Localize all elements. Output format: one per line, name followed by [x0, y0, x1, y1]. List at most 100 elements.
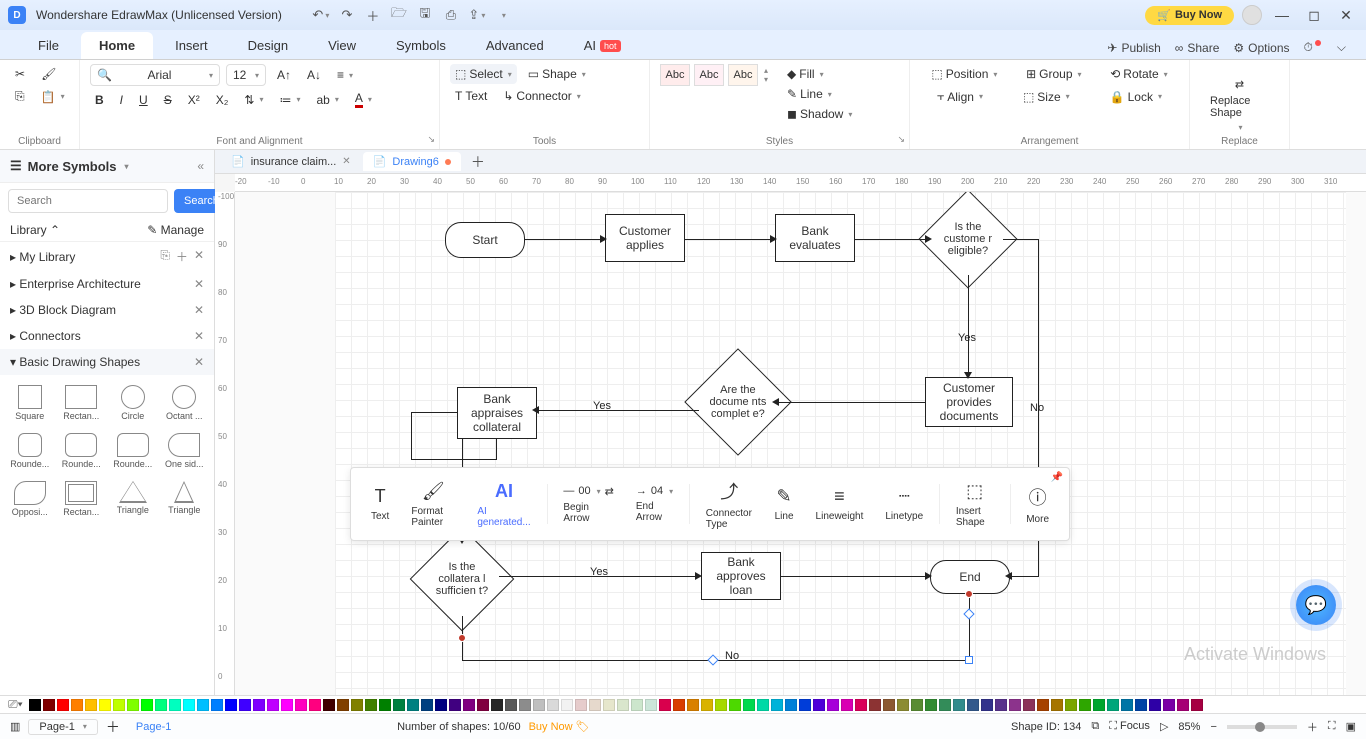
color-swatch[interactable]	[533, 699, 545, 711]
node-bank-evaluates[interactable]: Bank evaluates	[775, 214, 855, 262]
color-swatch[interactable]	[295, 699, 307, 711]
color-swatch[interactable]	[603, 699, 615, 711]
color-swatch[interactable]	[911, 699, 923, 711]
shape-rounded-2[interactable]: Rounde...	[58, 429, 106, 473]
cut-button[interactable]: ✂	[10, 64, 30, 84]
color-swatch[interactable]	[561, 699, 573, 711]
font-size-select[interactable]: 12▾	[226, 64, 266, 86]
selection-handle-icon[interactable]	[965, 590, 973, 598]
ft-line-button[interactable]: ✎Line	[765, 486, 804, 522]
new-button[interactable]: ＋	[364, 6, 382, 24]
color-swatch[interactable]	[127, 699, 139, 711]
group-button[interactable]: ⊞ Group▾	[1021, 64, 1086, 84]
color-swatch[interactable]	[1051, 699, 1063, 711]
shape-rounded-1[interactable]: Rounde...	[6, 429, 54, 473]
close-tab-icon[interactable]: ✕	[342, 156, 350, 167]
tab-home[interactable]: Home	[81, 32, 153, 59]
ft-lineweight-button[interactable]: ≡Lineweight	[806, 486, 874, 522]
eyedropper-button[interactable]: ⎚▾	[8, 697, 23, 712]
manage-library-button[interactable]: ✎ Manage	[147, 223, 204, 237]
tab-insert[interactable]: Insert	[157, 32, 226, 59]
color-swatch[interactable]	[869, 699, 881, 711]
color-swatch[interactable]	[197, 699, 209, 711]
shape-rounded-3[interactable]: Rounde...	[109, 429, 157, 473]
cat-enterprise[interactable]: ▸ Enterprise Architecture✕	[0, 271, 214, 297]
bold-button[interactable]: B	[90, 90, 109, 110]
selection-handle-icon[interactable]	[458, 634, 466, 642]
color-swatch[interactable]	[1023, 699, 1035, 711]
tab-design[interactable]: Design	[230, 32, 306, 59]
color-swatch[interactable]	[1135, 699, 1147, 711]
cat-my-library[interactable]: ▸ My Library⎘＋✕	[0, 242, 214, 271]
color-swatch[interactable]	[841, 699, 853, 711]
cat-close-icon[interactable]: ✕	[194, 303, 204, 317]
fit-page-button[interactable]: ⛶	[1328, 720, 1336, 733]
color-swatch[interactable]	[855, 699, 867, 711]
color-swatch[interactable]	[827, 699, 839, 711]
color-swatch[interactable]	[29, 699, 41, 711]
copy-button[interactable]: ⎘	[10, 86, 30, 107]
cat-connectors[interactable]: ▸ Connectors✕	[0, 323, 214, 349]
color-swatch[interactable]	[351, 699, 363, 711]
font-color-button[interactable]: A▾	[350, 88, 377, 111]
ft-ai-button[interactable]: AIAI generated...	[467, 481, 540, 528]
ft-format-painter-button[interactable]: 🖌Format Painter	[401, 481, 465, 528]
select-tool-button[interactable]: ⬚ Select▾	[450, 64, 517, 84]
chat-assistant-button[interactable]: 💬	[1296, 585, 1336, 625]
print-button[interactable]: ⎙	[442, 6, 460, 24]
style-swatch-1[interactable]: Abc	[660, 64, 690, 86]
doc-tab-drawing6[interactable]: 📄 Drawing6	[363, 152, 461, 171]
shape-rectangle-2[interactable]: Rectan...	[58, 477, 106, 521]
color-swatch[interactable]	[323, 699, 335, 711]
font-group-launcher[interactable]: ↘	[427, 134, 435, 145]
play-button[interactable]: ▷	[1160, 720, 1168, 733]
color-swatch[interactable]	[281, 699, 293, 711]
save-button[interactable]: 🖫	[416, 6, 434, 24]
tab-symbols[interactable]: Symbols	[378, 32, 464, 59]
color-swatch[interactable]	[1093, 699, 1105, 711]
publish-button[interactable]: ✈ Publish	[1107, 41, 1160, 55]
color-swatch[interactable]	[659, 699, 671, 711]
shape-tool-button[interactable]: ▭ Shape▾	[523, 64, 591, 84]
line-spacing-button[interactable]: ⇅▾	[239, 90, 268, 110]
fullscreen-button[interactable]: ▣	[1346, 720, 1356, 733]
shape-octant[interactable]: Octant ...	[161, 381, 209, 425]
ft-begin-arrow-button[interactable]: — 00 ▾ ⇄Begin Arrow	[553, 485, 623, 524]
add-document-tab-button[interactable]: ＋	[463, 152, 493, 172]
pin-toolbar-button[interactable]: 📌	[1051, 472, 1063, 483]
color-swatch[interactable]	[1121, 699, 1133, 711]
connector-tool-button[interactable]: ↳ Connector▾	[498, 86, 585, 106]
replace-shape-button[interactable]: ⇄Replace Shape▾	[1200, 72, 1279, 138]
color-swatch[interactable]	[113, 699, 125, 711]
canvas[interactable]: Start Customer applies Bank evaluates Is…	[235, 192, 1366, 695]
color-swatch[interactable]	[757, 699, 769, 711]
color-swatch[interactable]	[421, 699, 433, 711]
color-swatch[interactable]	[547, 699, 559, 711]
shape-triangle-1[interactable]: Triangle	[109, 477, 157, 521]
shadow-button[interactable]: ◼ Shadow▾	[782, 104, 857, 124]
color-swatch[interactable]	[267, 699, 279, 711]
styles-up-button[interactable]: ▴	[764, 66, 768, 75]
color-swatch[interactable]	[337, 699, 349, 711]
color-swatch[interactable]	[673, 699, 685, 711]
node-start[interactable]: Start	[445, 222, 525, 258]
color-swatch[interactable]	[1037, 699, 1049, 711]
shape-opposite[interactable]: Opposi...	[6, 477, 54, 521]
rotate-button[interactable]: ⟲ Rotate▾	[1105, 64, 1172, 84]
color-swatch[interactable]	[687, 699, 699, 711]
cat-3d-block[interactable]: ▸ 3D Block Diagram✕	[0, 297, 214, 323]
user-avatar[interactable]	[1242, 5, 1262, 25]
page-view-icon[interactable]: ▥	[10, 720, 20, 733]
color-swatch[interactable]	[309, 699, 321, 711]
position-button[interactable]: ⬚ Position▾	[926, 64, 1002, 84]
options-button[interactable]: ⚙ Options	[1233, 41, 1289, 55]
italic-button[interactable]: I	[115, 90, 128, 110]
size-button[interactable]: ⬚ Size▾	[1018, 87, 1075, 107]
color-swatch[interactable]	[589, 699, 601, 711]
cat-edit-icon[interactable]: ⎘	[160, 248, 170, 265]
export-button[interactable]: ⇪▾	[468, 6, 486, 24]
color-swatch[interactable]	[183, 699, 195, 711]
selection-handle-icon[interactable]	[965, 656, 973, 664]
doc-tab-insurance[interactable]: 📄 insurance claim... ✕	[221, 152, 361, 171]
color-swatch[interactable]	[1149, 699, 1161, 711]
